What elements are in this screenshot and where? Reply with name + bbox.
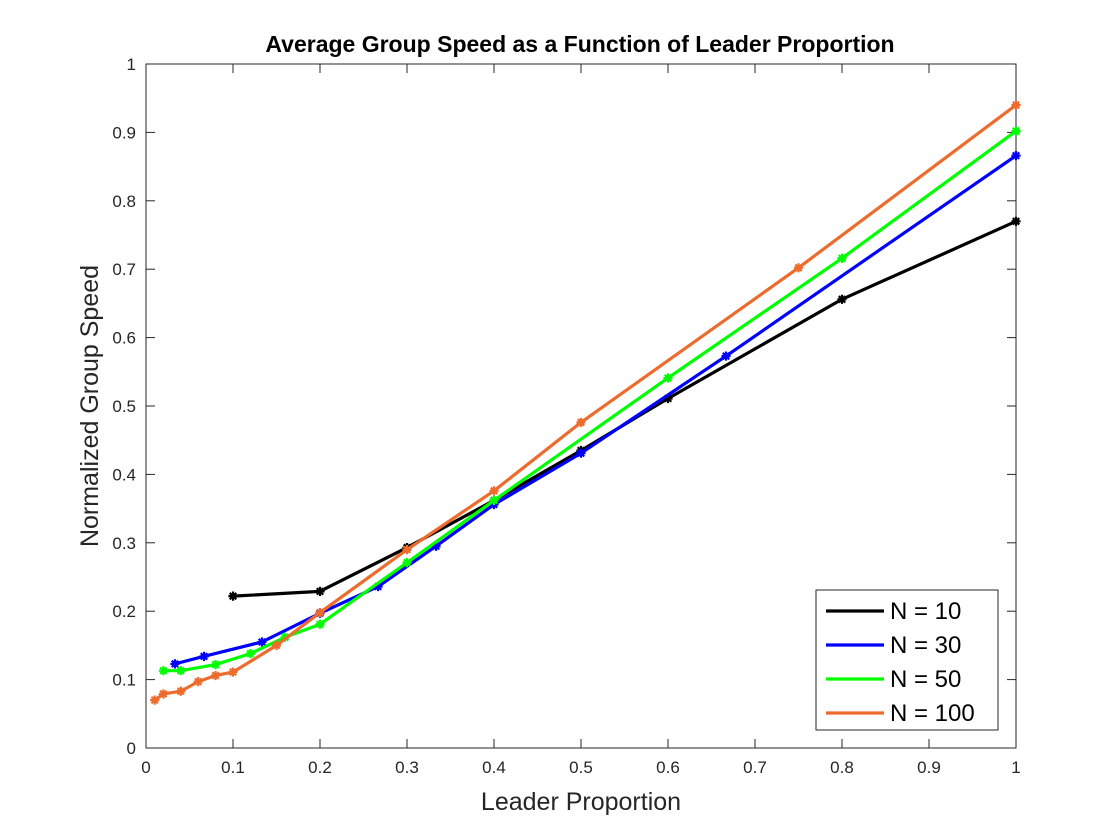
legend-label-4: N = 100 [890, 700, 975, 727]
data-point-3 [211, 659, 221, 670]
y-tick-label: 0.7 [112, 260, 136, 279]
data-point-2 [257, 637, 267, 647]
y-tick-label: 1 [127, 55, 136, 74]
data-point-2 [373, 581, 383, 592]
data-point-2 [199, 651, 209, 661]
data-point-3 [315, 619, 325, 629]
data-point-2 [170, 659, 180, 669]
data-point-3 [1011, 126, 1021, 136]
data-point-4 [576, 417, 586, 428]
data-point-2 [576, 448, 586, 458]
x-tick-label: 0.8 [830, 758, 854, 777]
data-point-3 [176, 666, 186, 676]
x-tick-label: 0.1 [221, 758, 245, 777]
y-tick-label: 0.8 [112, 192, 136, 211]
y-tick-label: 0.5 [112, 397, 136, 416]
data-point-4 [150, 695, 160, 705]
data-point-3 [158, 666, 168, 676]
data-point-3 [663, 373, 673, 383]
data-point-4 [793, 263, 804, 273]
data-point-4 [315, 607, 325, 618]
data-point-1 [315, 586, 325, 596]
data-point-3 [489, 495, 499, 505]
x-tick-label: 0.7 [743, 758, 767, 777]
data-point-2 [431, 541, 441, 551]
data-point-4 [271, 640, 282, 650]
data-point-4 [211, 670, 221, 681]
x-tick-label: 0.4 [482, 758, 506, 777]
x-tick-label: 0 [141, 758, 150, 777]
y-tick-label: 0.2 [112, 602, 136, 621]
x-tick-label: 0.2 [308, 758, 332, 777]
chart-title: Average Group Speed as a Function of Lea… [265, 31, 894, 57]
y-tick-label: 0.9 [112, 123, 136, 142]
x-tick-label: 0.5 [569, 758, 593, 777]
data-point-3 [245, 649, 255, 659]
data-point-3 [837, 253, 847, 263]
data-point-2 [721, 351, 731, 361]
legend: N = 10 N = 30 N = 50 N = 100 [815, 589, 999, 731]
data-point-1 [837, 294, 847, 304]
legend-label-3: N = 50 [890, 666, 961, 693]
y-tick-label: 0.3 [112, 534, 136, 553]
x-tick-label: 1 [1011, 758, 1020, 777]
data-point-4 [193, 677, 203, 687]
series-line-1 [232, 219, 1017, 598]
x-tick-label: 0.6 [656, 758, 680, 777]
data-point-4 [158, 689, 168, 699]
x-tick-label: 0.9 [917, 758, 941, 777]
y-axis-label: Normalized Group Speed [76, 265, 104, 547]
data-point-2 [1011, 151, 1021, 161]
data-point-4 [402, 545, 412, 555]
legend-box [815, 589, 999, 731]
data-point-4 [1011, 100, 1021, 110]
series-layer [150, 100, 1021, 705]
data-point-4 [489, 486, 499, 496]
data-point-1 [1011, 216, 1021, 226]
y-tick-label: 0 [127, 739, 136, 758]
y-tick-label: 0.1 [112, 671, 136, 690]
data-point-1 [228, 591, 238, 601]
data-point-3 [402, 558, 412, 568]
y-tick-label: 0.4 [112, 465, 136, 484]
legend-label-2: N = 30 [890, 632, 961, 659]
data-point-4 [176, 686, 186, 696]
y-tick-label: 0.6 [112, 329, 136, 348]
axis-ticks: 0 0.1 0.2 0.3 0.4 0.5 0.6 0.7 0.8 0.9 1 0 0.1 0.2 0.3 0… [112, 55, 1020, 777]
data-point-4 [228, 667, 238, 677]
x-axis-label: Leader Proportion [481, 788, 681, 816]
legend-label-1: N = 10 [890, 598, 961, 625]
data-point-1 [663, 393, 673, 404]
x-tick-label: 0.3 [395, 758, 419, 777]
